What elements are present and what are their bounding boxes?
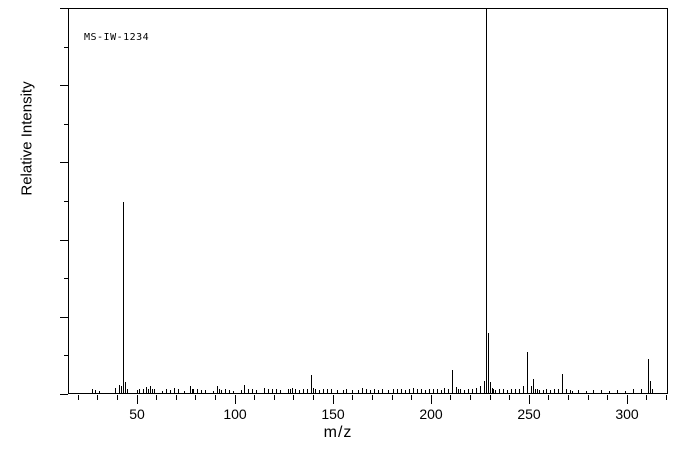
x-tick-minor (195, 395, 196, 400)
x-tick-label: 50 (129, 406, 145, 422)
y-tick-minor (64, 201, 68, 202)
y-tick-minor (64, 355, 68, 356)
x-tick-minor (372, 395, 373, 400)
x-tick-minor (548, 395, 549, 400)
x-tick-label: 250 (517, 406, 541, 422)
x-tick-minor (509, 395, 510, 400)
x-tick-minor (588, 395, 589, 400)
x-tick-major (137, 395, 138, 404)
y-axis-title: Relative Intensity (18, 81, 36, 196)
x-tick-major (333, 395, 334, 404)
x-tick-minor (392, 395, 393, 400)
x-tick-minor (450, 395, 451, 400)
x-tick-minor (215, 395, 216, 400)
y-tick-minor (64, 47, 68, 48)
x-tick-label: 300 (615, 406, 639, 422)
x-tick-minor (274, 395, 275, 400)
x-tick-label: 100 (223, 406, 247, 422)
x-tick-minor (97, 395, 98, 400)
x-tick-major (529, 395, 530, 404)
x-tick-minor (78, 395, 79, 400)
x-tick-minor (254, 395, 255, 400)
x-tick-minor (411, 395, 412, 400)
y-tick-major (60, 240, 68, 241)
x-tick-minor (117, 395, 118, 400)
y-tick-major (60, 162, 68, 163)
x-tick-label: 200 (419, 406, 443, 422)
x-tick-major (235, 395, 236, 404)
x-tick-major (627, 395, 628, 404)
x-axis-title: m/z (323, 424, 353, 441)
x-tick-minor (568, 395, 569, 400)
y-tick-major (60, 317, 68, 318)
y-tick-minor (64, 124, 68, 125)
x-tick-major (431, 395, 432, 404)
spectrum-annotation-label: MS-IW-1234 (84, 32, 150, 43)
x-tick-minor (490, 395, 491, 400)
x-tick-minor (666, 395, 667, 400)
x-tick-minor (293, 395, 294, 400)
x-tick-minor (607, 395, 608, 400)
y-tick-major (60, 8, 68, 9)
x-tick-minor (156, 395, 157, 400)
x-tick-minor (646, 395, 647, 400)
y-tick-major (60, 85, 68, 86)
x-tick-minor (352, 395, 353, 400)
x-tick-minor (313, 395, 314, 400)
y-tick-major (60, 394, 68, 395)
x-tick-minor (176, 395, 177, 400)
x-tick-minor (470, 395, 471, 400)
y-tick-minor (64, 278, 68, 279)
plot-area (68, 8, 668, 394)
x-tick-label: 150 (321, 406, 345, 422)
